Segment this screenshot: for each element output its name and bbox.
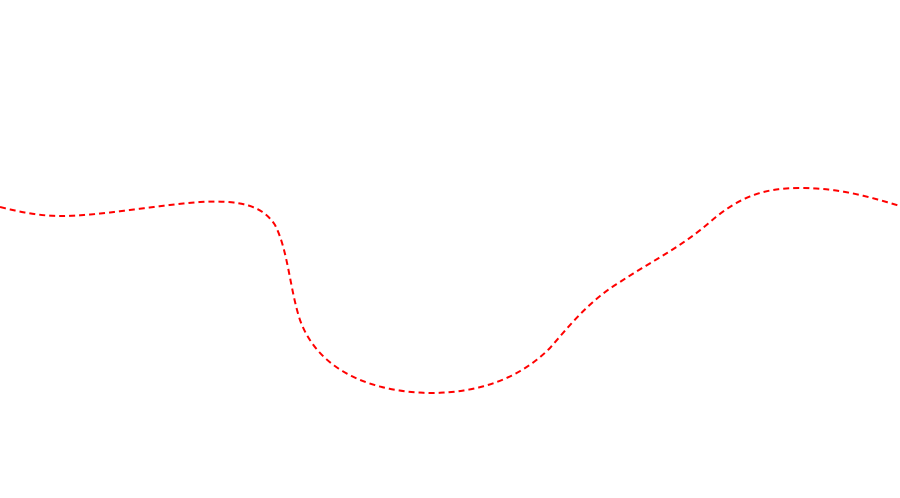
dashed-wavy-line	[0, 186, 900, 395]
